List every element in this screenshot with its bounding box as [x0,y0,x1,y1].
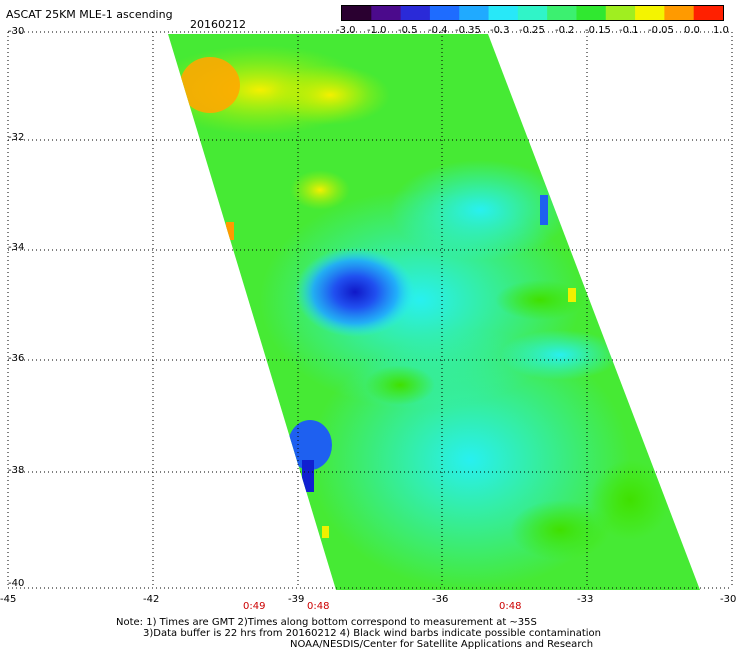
colorbar-label: 1.0 [713,25,729,36]
colorbar-label: -0.35 [455,25,481,36]
colorbar-label: -0.5 [398,25,418,36]
colorbar-label: -0.05 [648,25,674,36]
colorbar-label: 0.0 [684,25,700,36]
time-label: 0:49 [243,601,266,612]
wind-swath [168,34,700,590]
colorbar-segment [342,6,372,20]
lat-label: -30 [8,26,25,37]
time-label: 0:48 [499,601,522,612]
colorbar-segment [459,6,490,20]
lat-label: -36 [8,353,25,364]
colorbar-segment [664,6,695,20]
colorbar-label: -0.15 [585,25,611,36]
lat-label: -38 [8,465,25,476]
colorbar-label: -0.4 [428,25,448,36]
lon-label: -42 [143,594,160,605]
colorbar-segment [488,6,519,20]
chart-title: ASCAT 25KM MLE-1 ascending [6,8,173,21]
colorbar [341,5,724,21]
lat-label: -40 [8,578,25,589]
colorbar-label: -1.0 [367,25,387,36]
footnote-line: 3)Data buffer is 22 hrs from 20160212 4)… [143,628,601,639]
lat-label: -32 [8,132,25,143]
colorbar-segment [371,6,402,20]
graticule [7,31,733,589]
colorbar-segment [693,6,723,20]
colorbar-segment [635,6,665,20]
lon-label: -45 [0,594,17,605]
colorbar-segment [547,6,577,20]
colorbar-segment [517,6,548,20]
colorbar-label: -0.2 [555,25,575,36]
colorbar-segment [576,6,607,20]
lat-label: -34 [8,242,25,253]
colorbar-segment [605,6,636,20]
colorbar-segment [429,6,460,20]
colorbar-label: -0.25 [519,25,545,36]
colorbar-label: -0.1 [619,25,639,36]
lon-label: -30 [720,594,737,605]
colorbar-label: -3.0 [336,25,356,36]
colorbar-label: -0.3 [490,25,510,36]
credit-line: NOAA/NESDIS/Center for Satellite Applica… [290,639,594,650]
lon-label: -39 [288,594,305,605]
footnote-line: Note: 1) Times are GMT 2)Times along bot… [116,617,537,628]
lon-label: -33 [577,594,594,605]
colorbar-segment [400,6,431,20]
time-label: 0:48 [307,601,330,612]
lon-label: -36 [432,594,449,605]
chart-date: 20160212 [190,18,246,31]
